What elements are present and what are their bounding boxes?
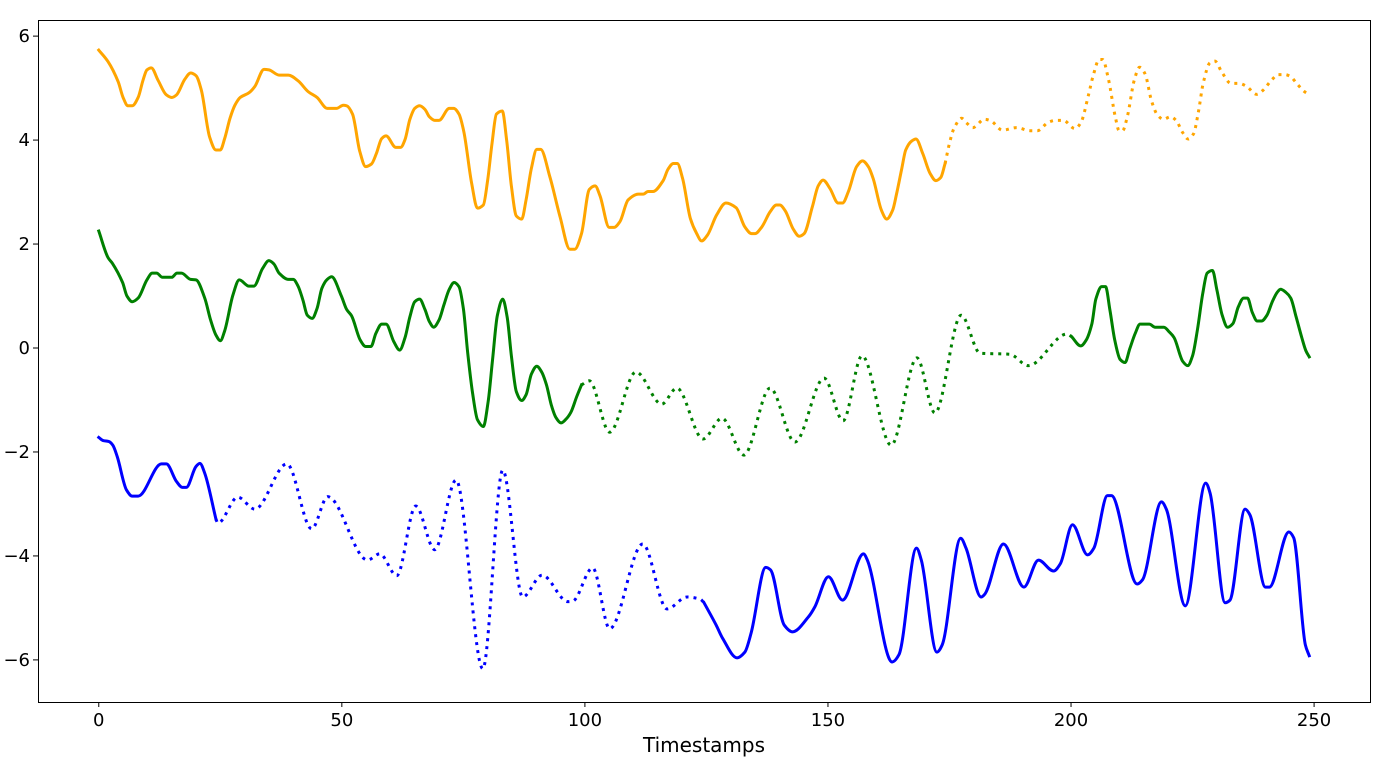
series-blue-solid-segment-2 — [701, 481, 1312, 664]
series-orange — [96, 48, 1310, 251]
x-tick-label: 0 — [93, 710, 104, 731]
x-axis-label: Timestamps — [642, 733, 765, 757]
y-tick-label: −4 — [3, 546, 30, 567]
x-tick-label: 50 — [330, 710, 353, 731]
series-green-dotted-segment-1 — [580, 313, 1073, 457]
y-tick-label: −6 — [3, 650, 30, 671]
series-blue — [96, 435, 1312, 671]
series-green — [96, 229, 1312, 457]
series-green-solid-segment-2 — [1069, 269, 1312, 368]
x-tick-label: 100 — [568, 710, 602, 731]
y-tick-label: −2 — [3, 442, 30, 463]
y-tick-label: 6 — [19, 26, 30, 47]
series-orange-solid-segment-0 — [96, 48, 947, 251]
series-blue-dotted-segment-1 — [214, 462, 706, 671]
x-tick-label: 200 — [1054, 710, 1088, 731]
y-tick-label: 0 — [19, 338, 30, 359]
series-orange-dotted-segment-1 — [943, 58, 1310, 164]
x-tick-label: 150 — [811, 710, 845, 731]
y-axis: −6 −4 −2 0 2 4 6 — [3, 26, 38, 671]
plot-area-frame — [38, 20, 1371, 703]
series-green-solid-segment-0 — [96, 229, 584, 428]
series-blue-solid-segment-0 — [96, 435, 218, 521]
y-tick-label: 4 — [19, 130, 30, 151]
x-tick-label: 250 — [1297, 710, 1331, 731]
series-layer — [96, 48, 1312, 671]
x-axis: 0 50 100 150 200 250 — [93, 702, 1331, 731]
y-tick-label: 2 — [19, 234, 30, 255]
